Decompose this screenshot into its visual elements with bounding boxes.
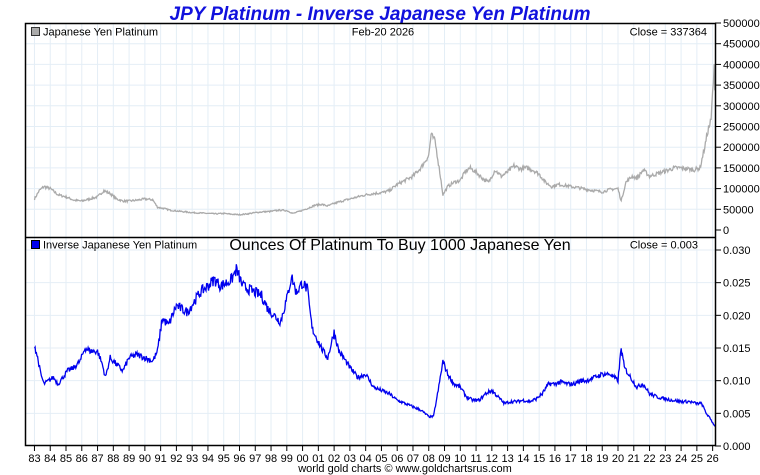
series-line-inverse-japanese-yen-platinum [33,264,716,427]
x-tick-label: 89 [123,453,135,465]
x-tick-label: 18 [580,453,592,465]
y-tick-label-top: 100000 [723,184,760,196]
x-tick-label: 97 [249,453,261,465]
x-tick-label: 22 [643,453,655,465]
x-tick-label: 17 [565,453,577,465]
y-tick-label-top: 400000 [723,59,760,71]
y-tick-label-bottom: 0.020 [723,310,751,322]
x-tick-label: 16 [549,453,561,465]
legend-label-top: Japanese Yen Platinum [43,27,158,39]
x-tick-label: 21 [628,453,640,465]
y-tick-label-bottom: 0.025 [723,278,751,290]
x-tick-label: 90 [139,453,151,465]
x-tick-label: 07 [407,453,419,465]
y-tick-label-top: 50000 [723,204,754,216]
series-line-japanese-yen-platinum [33,64,716,217]
x-tick-label: 84 [44,453,56,465]
y-tick-label-top: 0 [723,225,729,237]
bottom-series-group [33,264,716,427]
x-tick-label: 91 [155,453,167,465]
x-tick-label: 95 [218,453,230,465]
x-tick-label: 86 [76,453,88,465]
x-tick-label: 12 [486,453,498,465]
x-tick-label: 19 [596,453,608,465]
x-tick-label: 13 [501,453,513,465]
footer-credit: world gold charts © www.goldchartsrus.co… [297,463,512,475]
plot-frame [24,22,717,447]
bottom-subtitle: Ounces Of Platinum To Buy 1000 Japanese … [229,237,570,254]
x-tick-label: 11 [470,453,481,465]
x-tick-label: 05 [375,453,387,465]
y-axis-top: 5000004500004000003500003000002500002000… [715,18,760,237]
x-tick-label: 26 [707,453,719,465]
x-tick-label: 98 [265,453,277,465]
x-tick-label: 23 [659,453,671,465]
x-tick-label: 94 [202,453,214,465]
x-tick-label: 99 [281,453,293,465]
x-tick-label: 92 [170,453,182,465]
y-tick-label-top: 200000 [723,142,760,154]
x-axis: 83 84 85 86 87 88 89 90 91 92 93 94 95 96 97 98 99 00 01 02… [28,446,719,465]
y-tick-label-bottom: 0.000 [723,441,751,453]
x-tick-label: 09 [438,453,450,465]
legend-swatch-top [31,27,40,36]
x-tick-label: 15 [533,453,545,465]
y-axis-bottom: 0.030 0.025 0.020 0.015 0.010 0.005 0.000 [715,245,751,453]
y-tick-label-bottom: 0.010 [723,376,751,388]
y-tick-label-bottom: 0.005 [723,408,751,420]
x-tick-label: 06 [391,453,403,465]
top-series-group [33,64,716,217]
x-tick-label: 83 [28,453,40,465]
legend-swatch-bottom [31,240,40,249]
x-tick-label: 93 [186,453,198,465]
x-tick-label: 96 [233,453,245,465]
x-tick-label: 87 [91,453,103,465]
close-label-bottom: Close = 0.003 [630,240,698,252]
x-tick-label: 25 [691,453,703,465]
x-tick-label: 20 [612,453,624,465]
x-tick-label: 03 [344,453,356,465]
close-label-top: Close = 337364 [630,27,707,39]
x-tick-label: 04 [360,453,372,465]
y-tick-label-bottom: 0.015 [723,343,751,355]
y-tick-label-top: 450000 [723,39,760,51]
x-tick-label: 10 [454,453,466,465]
y-tick-label-top: 300000 [723,101,760,113]
y-tick-label-bottom: 0.030 [723,245,751,257]
x-tick-label: 01 [312,453,324,465]
y-tick-label-top: 350000 [723,80,760,92]
x-tick-label: 14 [517,453,529,465]
y-tick-label-top: 250000 [723,122,760,134]
x-tick-label: 08 [423,453,435,465]
date-label: Feb-20 2026 [352,27,414,39]
legend-label-bottom: Inverse Japanese Yen Platinum [43,240,197,252]
y-tick-label-top: 500000 [723,18,760,30]
x-tick-label: 85 [60,453,72,465]
chart-title: JPY Platinum - Inverse Japanese Yen Plat… [170,4,591,25]
x-tick-label: 88 [107,453,119,465]
x-tick-label: 24 [675,453,687,465]
x-tick-label: 00 [296,453,308,465]
x-tick-label: 02 [328,453,340,465]
y-tick-label-top: 150000 [723,163,760,175]
